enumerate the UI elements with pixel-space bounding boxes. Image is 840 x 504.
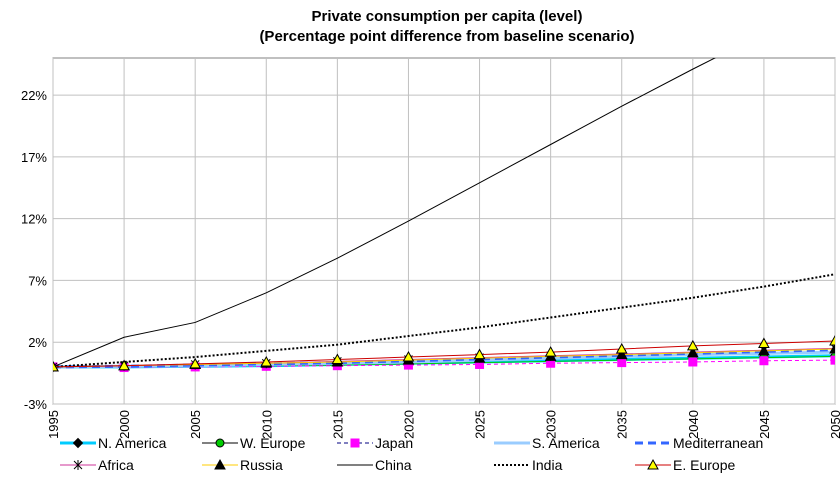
series-line-mediterranean bbox=[53, 348, 835, 369]
data-point-russia bbox=[615, 348, 628, 360]
x-tick-label: 2035 bbox=[615, 410, 630, 439]
data-point-e-europe bbox=[758, 337, 770, 348]
y-tick-label: 7% bbox=[28, 273, 47, 288]
legend-marker-n-america bbox=[72, 437, 84, 449]
data-point-e-europe bbox=[402, 351, 415, 362]
legend-item-china: China bbox=[337, 457, 412, 473]
x-tick-label: 2000 bbox=[117, 410, 132, 439]
chart-title: Private consumption per capita (level) bbox=[312, 8, 583, 25]
legend-label-e-europe: E. Europe bbox=[673, 457, 735, 473]
x-tick-label: 2045 bbox=[757, 410, 772, 439]
series-line-japan bbox=[53, 359, 835, 369]
y-tick-label: 12% bbox=[21, 212, 47, 227]
legend-item-s-america: S. America bbox=[494, 435, 600, 451]
legend-label-japan: Japan bbox=[375, 435, 413, 451]
series-line-india bbox=[53, 273, 835, 368]
y-tick-label: 22% bbox=[21, 88, 47, 103]
data-point-e-europe bbox=[473, 348, 486, 360]
data-point-e-europe bbox=[260, 355, 273, 367]
data-point-japan bbox=[617, 358, 627, 368]
data-point-e-europe bbox=[118, 359, 130, 371]
data-point-japan bbox=[688, 357, 698, 367]
plot-area: -3% 2% 7% 12% 17% 22% 1995 2000 2005 2010 2015 2020… bbox=[21, 57, 840, 439]
data-point-e-europe bbox=[615, 342, 628, 354]
x-tick-label: 2005 bbox=[188, 410, 203, 439]
x-tick-label: 2050 bbox=[828, 410, 840, 439]
legend-label-s-america: S. America bbox=[532, 435, 600, 451]
data-point-japan bbox=[830, 355, 835, 365]
series-e-europe bbox=[53, 334, 835, 372]
legend-item-n-america: N. America bbox=[60, 435, 167, 451]
star-stroke bbox=[830, 344, 835, 350]
legend-label-mediterranean: Mediterranean bbox=[673, 435, 763, 451]
legend-label-india: India bbox=[532, 457, 563, 473]
data-point-japan bbox=[759, 356, 769, 366]
legend-label-china: China bbox=[375, 457, 412, 473]
series-line-china bbox=[53, 58, 716, 368]
data-point-russia bbox=[686, 346, 699, 358]
x-tick-label: 2010 bbox=[259, 410, 274, 439]
y-tick-label: -3% bbox=[24, 397, 48, 412]
legend-marker-japan bbox=[350, 438, 360, 448]
series-line-e-europe bbox=[53, 340, 835, 368]
data-point-e-europe bbox=[331, 353, 344, 365]
star-stroke bbox=[53, 362, 58, 368]
series-line-russia bbox=[53, 348, 835, 368]
data-point-russia bbox=[758, 344, 770, 356]
legend-marker-russia bbox=[214, 458, 226, 470]
data-point-e-europe bbox=[53, 360, 59, 372]
legend-label-africa: Africa bbox=[98, 457, 134, 473]
legend-item-japan: Japan bbox=[337, 435, 413, 451]
x-tick-label: 2020 bbox=[401, 410, 416, 439]
legend-marker-e-europe bbox=[647, 458, 659, 470]
legend-item-india: India bbox=[494, 457, 563, 473]
chart-subtitle: (Percentage point difference from baseli… bbox=[259, 28, 634, 45]
series-india bbox=[53, 273, 835, 368]
x-tick-label: 2025 bbox=[473, 410, 488, 439]
series-mediterranean bbox=[53, 348, 835, 369]
plot-background bbox=[52, 57, 836, 405]
legend-item-russia: Russia bbox=[202, 457, 283, 473]
series-china bbox=[53, 58, 716, 368]
legend-marker-africa bbox=[73, 460, 83, 470]
legend-item-e-europe: E. Europe bbox=[635, 457, 735, 473]
legend-item-w-europe: W. Europe bbox=[202, 435, 306, 451]
legend-label-russia: Russia bbox=[240, 457, 283, 473]
legend-label-w-europe: W. Europe bbox=[240, 435, 306, 451]
x-tick-label: 2040 bbox=[686, 410, 701, 439]
legend-item-mediterranean: Mediterranean bbox=[635, 435, 763, 451]
data-point-russia bbox=[829, 342, 835, 354]
x-tick-label: 1995 bbox=[46, 410, 61, 439]
y-tick-label: 17% bbox=[21, 150, 47, 165]
data-point-e-europe bbox=[544, 346, 557, 357]
x-tick-label: 2030 bbox=[544, 410, 559, 439]
y-tick-label: 2% bbox=[28, 335, 47, 350]
data-point-e-europe bbox=[189, 357, 202, 369]
legend-label-n-america: N. America bbox=[98, 435, 167, 451]
data-point-e-europe bbox=[829, 334, 835, 346]
legend-marker-w-europe bbox=[215, 438, 225, 448]
data-point-e-europe bbox=[686, 339, 699, 351]
legend-item-africa: Africa bbox=[60, 457, 134, 473]
x-tick-label: 2015 bbox=[330, 410, 345, 439]
legend: N. America W. Europe Japan S. America Medite… bbox=[60, 435, 763, 473]
